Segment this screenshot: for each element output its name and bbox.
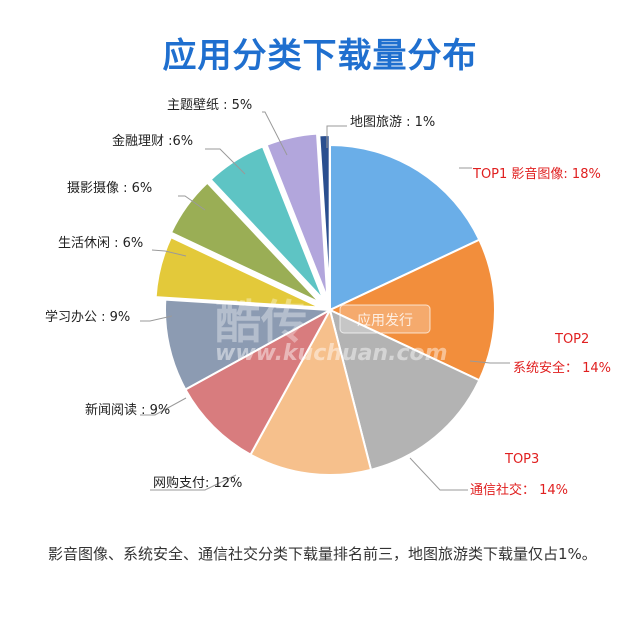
pie-slice-7	[154, 235, 321, 309]
pie-slice-9	[209, 145, 325, 301]
watermark-tag-box	[339, 304, 431, 334]
slice-label-4: 网购支付: 12%	[153, 475, 242, 491]
caption-text: 影音图像、系统安全、通信社交分类下载量排名前三，地图旅游类下载量仅占1%。	[48, 545, 597, 563]
chart-title: 应用分类下载量分布	[162, 36, 478, 76]
leader-line-7	[151, 249, 187, 257]
slice-label-1: TOP1 影音图像: 18%	[472, 166, 601, 182]
pie-slice-11	[318, 134, 331, 301]
slice-label-3: 通信社交： 14%	[470, 482, 568, 498]
leader-line-3	[409, 457, 468, 491]
pie-slice-2	[327, 238, 496, 382]
leader-lines	[140, 111, 510, 491]
pie-slice-4	[249, 307, 373, 476]
slice-labels: TOP1 影音图像: 18% 系统安全： 14% TOP2 通信社交： 14% TOP3…	[45, 98, 611, 498]
leader-line-5	[140, 397, 187, 416]
pie-slice-10	[265, 132, 329, 299]
slice-label-11: 地图旅游 : 1%	[350, 115, 435, 130]
pie-slice-3	[328, 308, 481, 472]
slice-label-10: 主题壁纸 : 5%	[167, 98, 252, 113]
leader-line-8	[178, 195, 206, 211]
pie-chart: 酷传 应用发行 www.kuchuan.com TOP1 影音图像: 18% 系统…	[45, 98, 611, 498]
watermark-tag: 应用发行	[357, 312, 413, 329]
slice-label-5: 新闻阅读 : 9%	[85, 402, 170, 418]
pie-slices	[154, 132, 496, 476]
watermark-logo: 酷传	[215, 295, 307, 349]
pie-slice-8	[169, 181, 322, 304]
pie-slice-6	[164, 298, 334, 391]
slice-label-9: 金融理财 :6%	[112, 133, 193, 149]
leader-line-2	[469, 360, 510, 364]
leader-line-6	[140, 315, 173, 322]
watermark-url: www.kuchuan.com	[215, 341, 448, 366]
leader-line-10	[262, 111, 288, 156]
leader-line-11	[326, 125, 347, 148]
leader-line-4	[150, 474, 237, 491]
rank-label-3: TOP3	[504, 452, 539, 467]
watermark: 酷传 应用发行 www.kuchuan.com	[215, 295, 448, 366]
pie-slice-5	[184, 307, 333, 456]
leader-line-9	[205, 148, 246, 175]
slice-label-7: 生活休闲 : 6%	[58, 236, 143, 251]
rank-label-2: TOP2	[554, 332, 589, 347]
pie-slice-1	[329, 143, 481, 312]
slice-label-2: 系统安全： 14%	[513, 360, 611, 376]
slice-label-8: 摄影摄像 : 6%	[67, 181, 152, 196]
slice-label-6: 学习办公 : 9%	[45, 309, 130, 325]
